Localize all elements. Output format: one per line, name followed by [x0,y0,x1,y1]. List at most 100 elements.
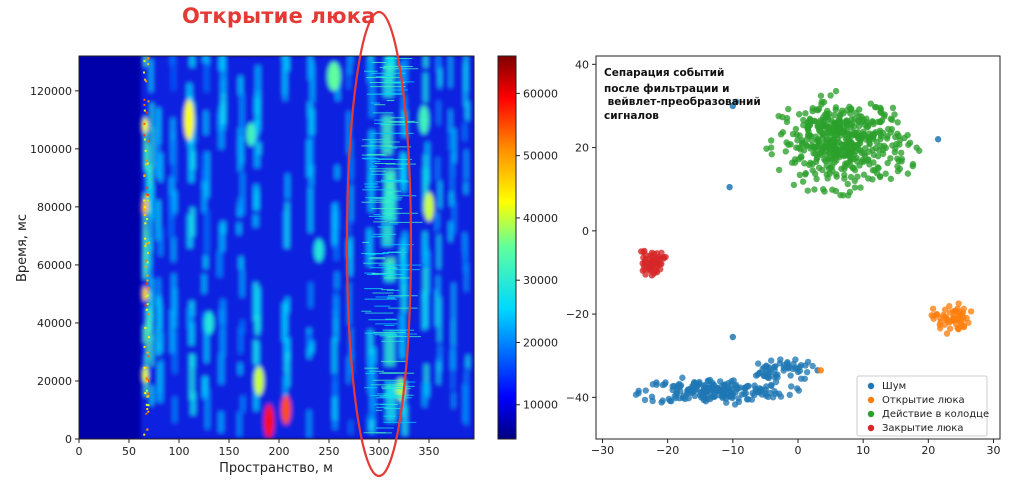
scatter-point [658,399,665,406]
scatter-point [786,391,793,399]
heatmap-cell [146,392,149,395]
heatmap-cell [254,148,260,168]
y-tick-label: 20000 [37,375,72,388]
heatmap-cell [363,262,390,264]
heatmap-cell [238,327,243,354]
scatter-point [887,155,894,162]
heatmap-cell [238,76,243,96]
heatmap-cell [172,397,177,423]
heatmap-cell [169,195,174,238]
heatmap-cell [365,312,394,314]
scatter-point [861,121,868,128]
heatmap-cell [370,170,387,172]
scatter-point [825,110,833,117]
heatmap-cell [381,386,391,388]
heatmap-cell [401,283,407,314]
scatter-point [792,356,799,363]
y-tick-label: 0 [65,433,72,446]
scatter-point [952,321,960,328]
scatter-legend: Шум Открытие люка Действие в колодце Закрыт… [856,375,989,437]
scatter-point [809,362,816,370]
heatmap-cell [464,149,468,180]
heatmap-cell [371,208,403,210]
scatter-point [785,105,792,113]
heatmap-cell [171,56,176,91]
scatter-point [946,319,953,326]
scatter-point [904,170,912,177]
heatmap-cell [205,388,210,430]
scatter-point [897,149,905,157]
heatmap-cell [374,218,397,220]
heatmap-cell [368,199,392,201]
heatmap-cell [240,269,245,298]
heatmap-cell [376,432,393,434]
heatmap-cell [368,197,403,199]
heatmap-peak [419,105,429,135]
heatmap-cell [147,410,150,413]
heatmap-cell [368,141,374,186]
scatter-point [649,397,656,405]
heatmap-cell [382,115,393,155]
scatter-point [887,115,895,123]
heatmap-cell [205,56,210,65]
heatmap-cell [308,187,313,233]
heatmap-cell [374,305,391,307]
heatmap-cell [375,181,412,183]
heatmap-cell [348,56,352,75]
scatter-point [867,100,874,107]
heatmap-cell [157,152,162,180]
heatmap-cell [203,110,208,135]
heatmap-cell [371,166,378,168]
heatmap-cell [147,336,150,339]
heatmap-cell [143,98,146,101]
scatter-point [832,87,840,95]
scatter-point [834,135,841,143]
heatmap-cell [372,379,401,381]
scatter-point [702,395,709,402]
scatter-point [644,263,652,270]
heatmap-cell [332,203,337,245]
heatmap-cell [383,74,394,97]
heatmap-cell [144,245,147,248]
heatmap-cell [369,141,400,143]
heatmap-cell [146,408,149,411]
heatmap-cell [367,228,373,267]
scatter-point [852,129,859,136]
heatmap-cell [237,203,242,217]
heatmap-cell [143,134,146,137]
scatter-point [856,106,863,113]
heatmap-cell [255,90,261,132]
scatter-point [706,381,713,388]
scatter-point [775,112,782,120]
heatmap-cell [436,157,440,181]
heatmap-cell [145,159,148,162]
scatter-point [652,254,659,262]
heatmap-cell [402,404,408,436]
legend-entry: Действие в колодце [882,409,989,420]
scatter-point [754,388,762,396]
heatmap-cell [147,404,150,407]
heatmap-cell [383,277,412,279]
heatmap-cell [362,139,390,141]
heatmap-cell [361,145,393,147]
heatmap-cell [400,247,406,262]
scatter-point [754,371,761,378]
scatter-point [843,128,851,135]
scatter-point [787,141,794,148]
heatmap-cell [307,139,312,178]
heatmap-cell [190,392,196,416]
annotation-line: Сепарация событий [604,67,724,79]
heatmap-cell [204,326,209,363]
scatter-point [832,106,839,113]
heatmap-cell [155,385,160,402]
heatmap-cell [362,189,395,191]
scatter-point [792,125,800,133]
heatmap-cell [384,64,395,80]
heatmap-cell [156,200,161,241]
heatmap-cell [347,111,351,154]
heatmap-cell [172,330,177,374]
scatter-point [810,143,817,150]
scatter-point [851,184,859,191]
heatmap-cell [145,295,148,298]
colorbar-tick-label: 30000 [523,274,558,287]
